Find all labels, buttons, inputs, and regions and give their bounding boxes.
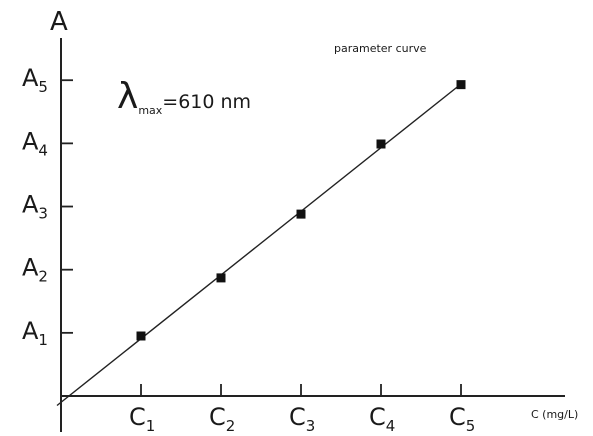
y-tick-label-sub: 2 xyxy=(38,268,48,286)
y-tick-label-sub: 4 xyxy=(38,141,48,159)
line-layer xyxy=(56,83,462,407)
data-point xyxy=(376,139,386,149)
y-tick-label-main: A xyxy=(22,191,39,219)
y-tick-label-main: A xyxy=(22,254,39,282)
x-tick-label-main: C xyxy=(289,403,306,431)
points-layer xyxy=(136,80,466,341)
y-tick-label-sub: 5 xyxy=(38,78,48,96)
x-tick-label: C5 xyxy=(449,403,475,435)
x-tick-label-main: C xyxy=(129,403,146,431)
data-point xyxy=(296,209,306,219)
fit-line xyxy=(56,83,462,407)
x-tick-label: C2 xyxy=(209,403,235,435)
lambda-symbol: λ xyxy=(117,76,138,117)
x-tick-label-sub: 2 xyxy=(226,417,236,435)
y-tick-label: A4 xyxy=(22,127,48,159)
data-point xyxy=(216,273,226,283)
x-tick-label-sub: 1 xyxy=(146,417,156,435)
y-tick-label: A2 xyxy=(22,254,48,286)
y-tick-label-main: A xyxy=(22,127,39,155)
y-tick-label-main: A xyxy=(22,317,39,345)
x-tick-label-main: C xyxy=(209,403,226,431)
x-tick-label-main: C xyxy=(369,403,386,431)
y-tick-label: A1 xyxy=(22,317,48,349)
x-tick-label-sub: 5 xyxy=(466,417,476,435)
data-point xyxy=(456,80,466,90)
y-tick-label-sub: 3 xyxy=(38,205,48,223)
x-tick-label-sub: 4 xyxy=(386,417,396,435)
lambda-annotation: λmax=610 nm xyxy=(117,76,251,117)
y-tick-label: A3 xyxy=(22,191,48,223)
y-axis-label: A xyxy=(50,7,68,37)
x-tick-label: C3 xyxy=(289,403,315,435)
curve-label: parameter curve xyxy=(334,42,427,55)
x-tick-label: C4 xyxy=(369,403,395,435)
y-tick-label: A5 xyxy=(22,64,48,96)
x-axis-label: C (mg/L) xyxy=(531,408,578,421)
x-tick-label: C1 xyxy=(129,403,155,435)
x-tick-label-sub: 3 xyxy=(306,417,316,435)
lambda-value: =610 nm xyxy=(162,91,251,113)
x-tick-label-main: C xyxy=(449,403,466,431)
data-point xyxy=(136,331,146,341)
y-tick-label-main: A xyxy=(22,64,39,92)
y-tick-label-sub: 1 xyxy=(38,331,48,349)
lambda-subscript: max xyxy=(138,104,162,117)
